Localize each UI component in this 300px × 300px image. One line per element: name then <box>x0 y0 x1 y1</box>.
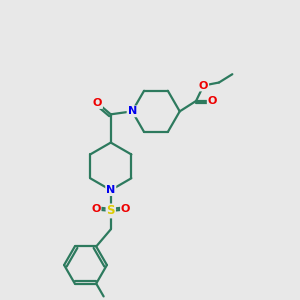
Text: O: O <box>208 96 217 106</box>
Text: O: O <box>91 204 101 214</box>
Text: O: O <box>121 204 130 214</box>
Text: N: N <box>106 185 116 195</box>
Text: O: O <box>199 80 208 91</box>
Text: S: S <box>106 204 115 218</box>
Text: N: N <box>128 106 137 116</box>
Text: O: O <box>93 98 102 108</box>
